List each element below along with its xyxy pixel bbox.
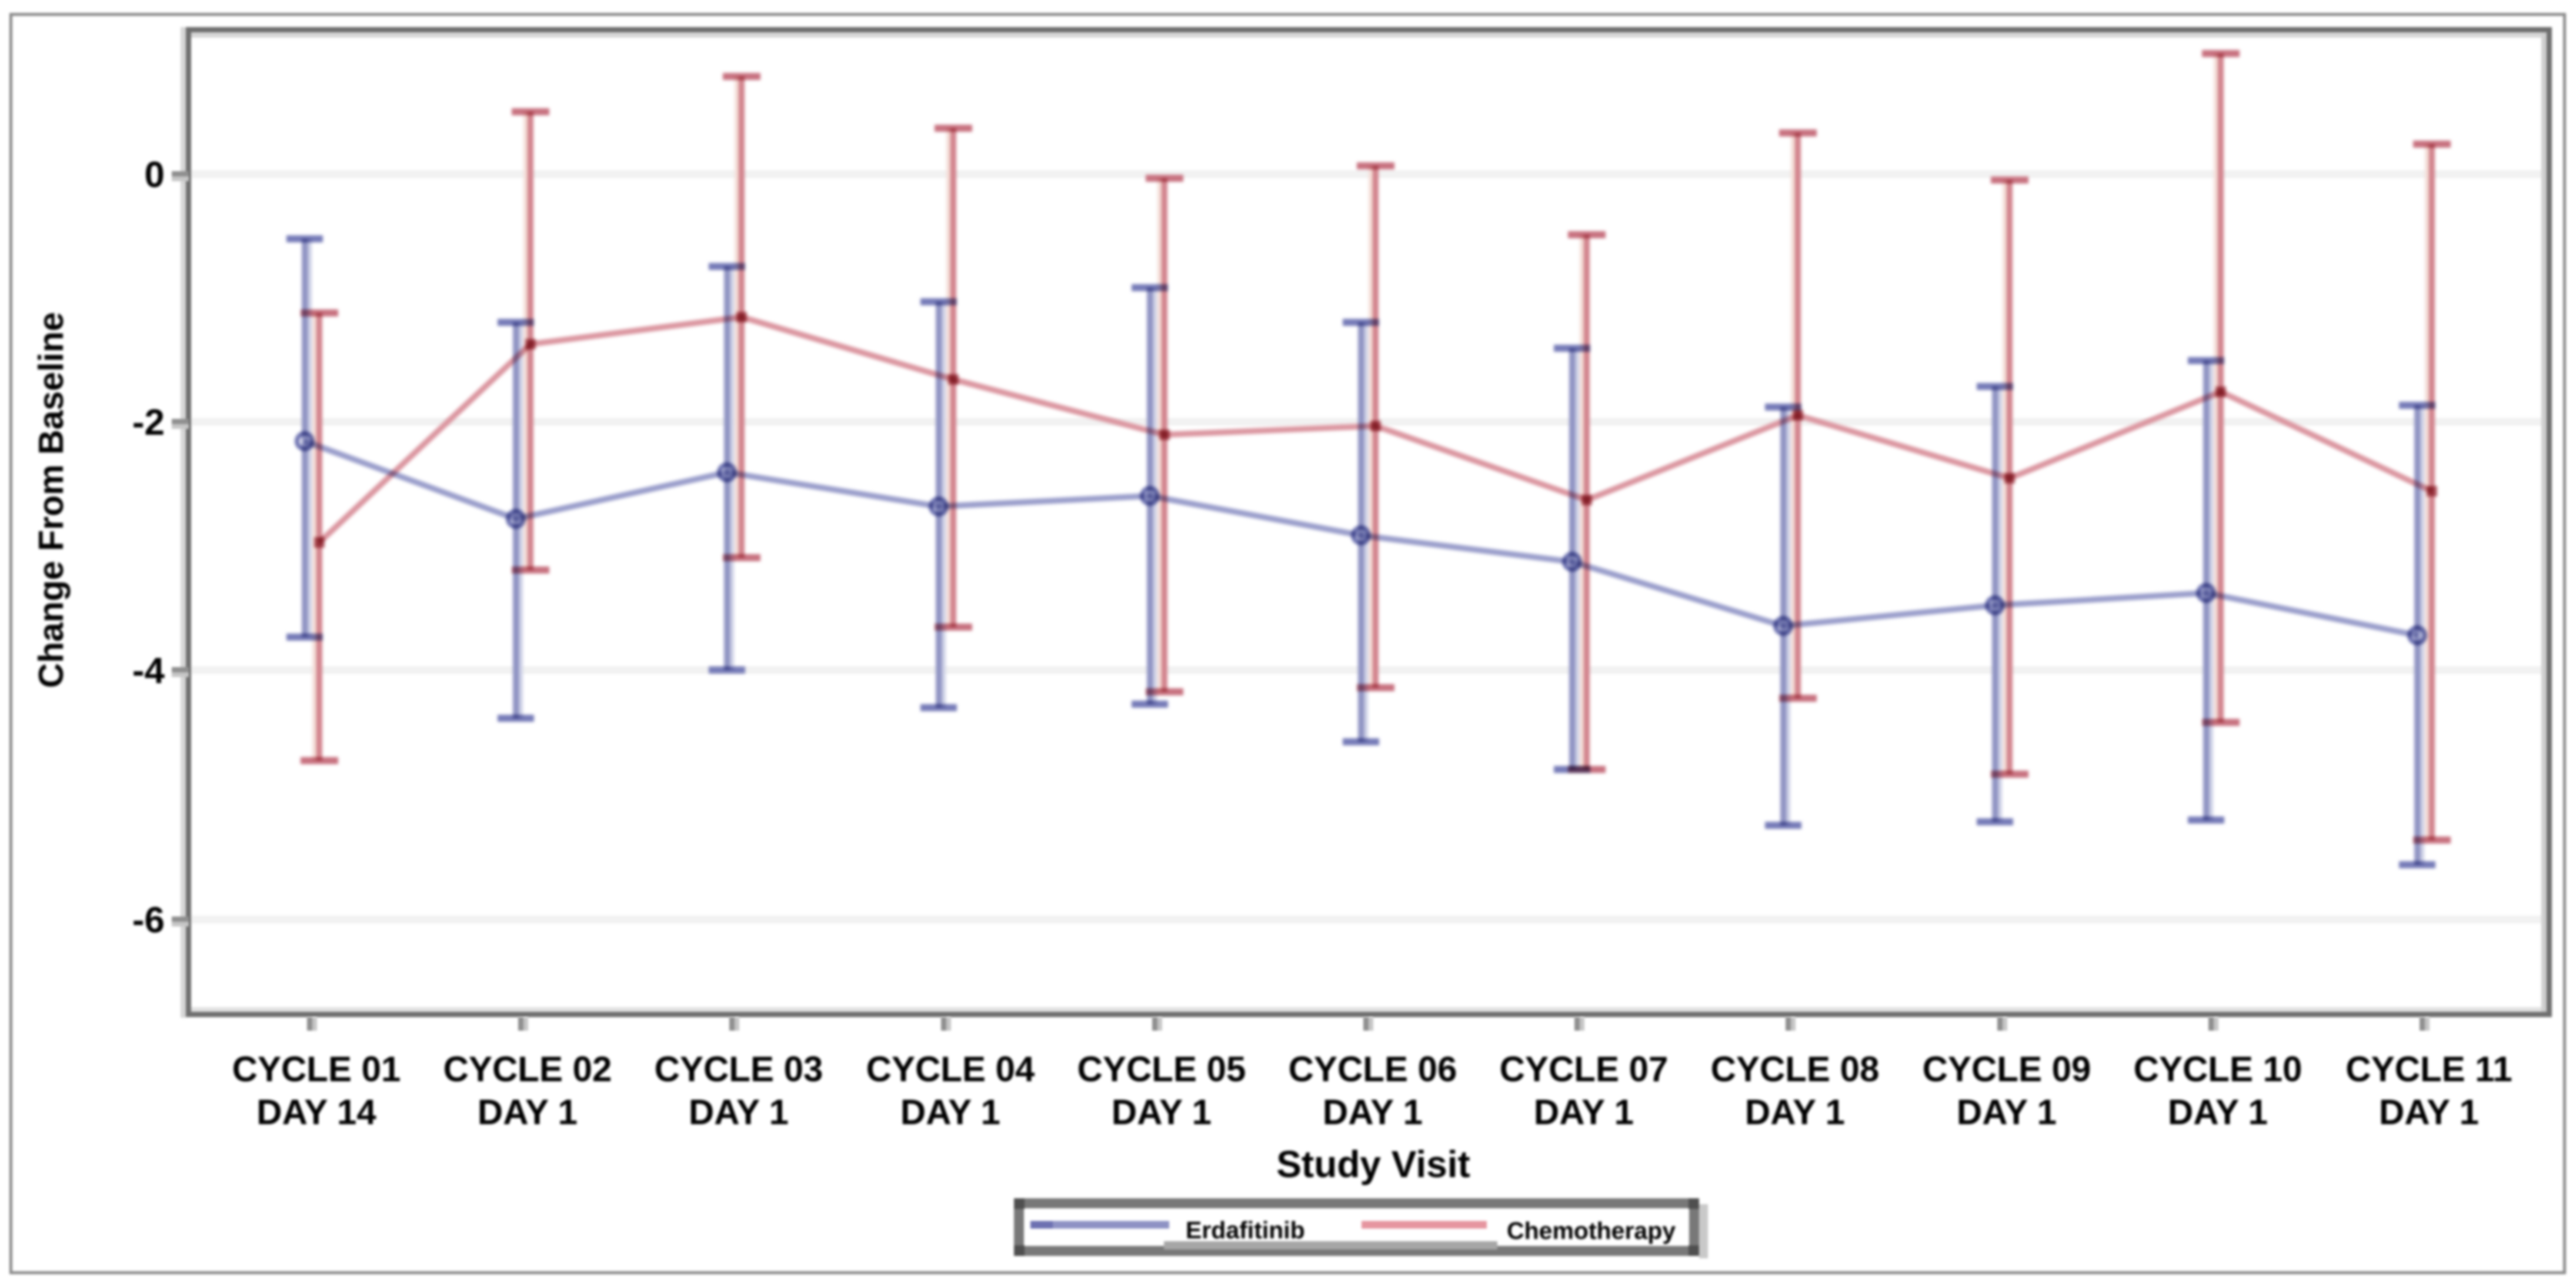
svg-text:DAY 1: DAY 1 — [2168, 1092, 2268, 1132]
svg-text:DAY 1: DAY 1 — [1112, 1092, 1212, 1132]
svg-text:CYCLE 06: CYCLE 06 — [1289, 1049, 1457, 1089]
svg-text:DAY 1: DAY 1 — [1323, 1092, 1423, 1132]
svg-text:CYCLE 04: CYCLE 04 — [866, 1049, 1035, 1089]
svg-text:DAY 1: DAY 1 — [2379, 1092, 2479, 1132]
svg-text:DAY 1: DAY 1 — [1957, 1092, 2057, 1132]
svg-text:Change From Baseline: Change From Baseline — [32, 312, 71, 688]
svg-text:CYCLE 02: CYCLE 02 — [443, 1049, 612, 1089]
svg-text:DAY 1: DAY 1 — [900, 1092, 1000, 1132]
svg-text:Study Visit: Study Visit — [1276, 1143, 1470, 1185]
svg-text:0: 0 — [145, 155, 165, 195]
svg-text:Chemotherapy: Chemotherapy — [1507, 1217, 1676, 1244]
svg-text:DAY 1: DAY 1 — [478, 1092, 578, 1132]
svg-text:-2: -2 — [132, 402, 165, 443]
svg-text:CYCLE 09: CYCLE 09 — [1923, 1049, 2091, 1089]
svg-text:-6: -6 — [132, 900, 165, 941]
svg-text:DAY 14: DAY 14 — [256, 1092, 376, 1132]
svg-text:DAY 1: DAY 1 — [1534, 1092, 1634, 1132]
svg-text:CYCLE 05: CYCLE 05 — [1077, 1049, 1246, 1089]
svg-text:Erdafitinib: Erdafitinib — [1186, 1217, 1305, 1244]
svg-text:DAY 1: DAY 1 — [689, 1092, 789, 1132]
svg-text:-4: -4 — [132, 651, 165, 691]
svg-text:CYCLE 11: CYCLE 11 — [2345, 1049, 2512, 1089]
svg-text:CYCLE 07: CYCLE 07 — [1500, 1049, 1669, 1089]
svg-text:DAY 1: DAY 1 — [1745, 1092, 1845, 1132]
svg-text:CYCLE 03: CYCLE 03 — [655, 1049, 823, 1089]
svg-text:CYCLE 01: CYCLE 01 — [232, 1049, 401, 1089]
svg-text:CYCLE 10: CYCLE 10 — [2134, 1049, 2303, 1089]
svg-text:CYCLE 08: CYCLE 08 — [1711, 1049, 1880, 1089]
